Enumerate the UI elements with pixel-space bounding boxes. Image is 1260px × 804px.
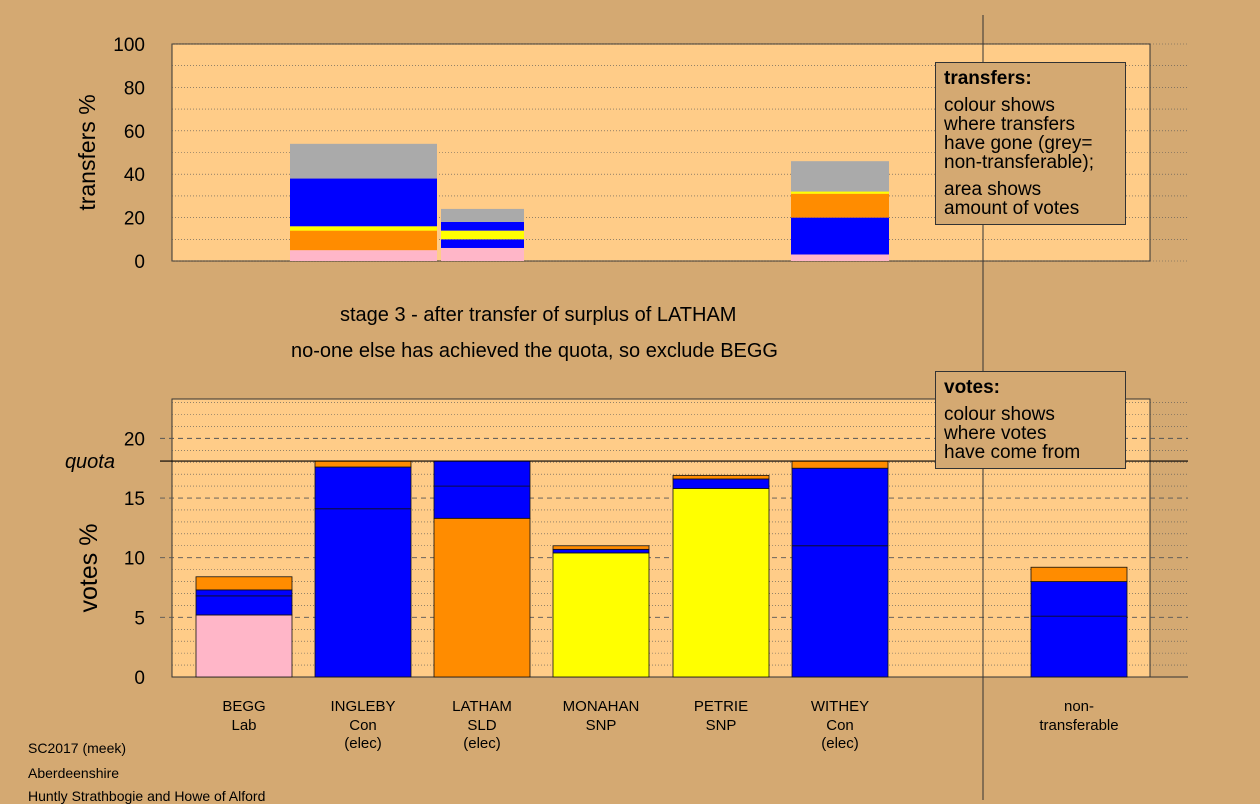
y-tick-label: 40 [124, 165, 145, 186]
y-tick-label: 10 [124, 549, 145, 570]
transfers-legend-line: area shows [944, 179, 1042, 200]
candidate-status-label: (elec) [463, 735, 501, 752]
footer-ward: Huntly Strathbogie and Howe of Alford [28, 788, 266, 804]
votes-legend-line: where votes [944, 423, 1047, 444]
transfer-segment [441, 247, 524, 261]
y-tick-label: 60 [124, 122, 145, 143]
transfer-segment [290, 178, 437, 227]
vote-segment [672, 478, 770, 489]
candidate-name-label: MONAHAN [563, 698, 640, 715]
candidate-name-label: PETRIE [694, 698, 748, 715]
vote-segment [314, 460, 412, 468]
transfers-legend-title: transfers: [944, 68, 1032, 89]
y-tick-label: 20 [124, 429, 145, 450]
transfers-legend-line: colour shows [944, 95, 1055, 116]
quota-label: quota [65, 451, 115, 473]
y-tick-label: 5 [134, 608, 145, 629]
candidate-name-label: non- [1064, 698, 1094, 715]
candidate-party-label: SNP [706, 717, 737, 734]
candidate-name-label: INGLEBY [330, 698, 395, 715]
transfer-segment [441, 208, 524, 222]
vote-segment [672, 474, 770, 480]
transfer-segment [791, 193, 889, 218]
vote-segment [195, 595, 293, 616]
vote-segment [433, 460, 531, 487]
vote-segment [791, 545, 889, 678]
candidate-party-label: transferable [1039, 717, 1118, 734]
footer-council: Aberdeenshire [28, 765, 120, 781]
candidate-party-label: SNP [586, 717, 617, 734]
candidate-name-label: LATHAM [452, 698, 512, 715]
vote-segment [314, 508, 412, 678]
vote-segment [433, 517, 531, 678]
transfers-legend-line: have gone (grey= [944, 133, 1093, 154]
vote-segment [195, 614, 293, 678]
candidate-status-label: (elec) [821, 735, 859, 752]
vote-segment [552, 552, 650, 678]
candidate-status-label: (elec) [344, 735, 382, 752]
y-tick-label: 100 [113, 35, 145, 56]
vote-segment [314, 466, 412, 510]
candidate-name-label: WITHEY [811, 698, 869, 715]
footer-election: SC2017 (meek) [28, 740, 127, 756]
vote-segment [1030, 566, 1128, 582]
transfers-legend-line: non-transferable); [944, 152, 1094, 173]
transfer-segment [290, 230, 437, 251]
transfer-segment [791, 191, 889, 194]
transfers-legend: transfers: colour shows where transfers … [935, 62, 1126, 225]
transfer-segment [441, 239, 524, 248]
stage-title: stage 3 - after transfer of surplus of L… [340, 304, 737, 326]
vote-segment [552, 545, 650, 550]
transfer-segment [441, 221, 524, 231]
vote-segment [433, 485, 531, 519]
transfer-segment [791, 254, 889, 261]
y-tick-label: 0 [134, 668, 145, 689]
transfer-segment [441, 230, 524, 240]
candidate-party-label: Con [349, 717, 377, 734]
transfer-segment [791, 217, 889, 255]
vote-segment [672, 488, 770, 678]
votes-legend: votes: colour shows where votes have com… [935, 371, 1126, 469]
y-tick-label: 0 [134, 252, 145, 273]
candidate-party-label: SLD [467, 717, 496, 734]
stage-note: no-one else has achieved the quota, so e… [291, 340, 778, 362]
vote-segment [1030, 615, 1128, 678]
transfer-segment [290, 250, 437, 261]
vote-segment [552, 548, 650, 554]
y-tick-label: 15 [124, 489, 145, 510]
transfers-legend-line: amount of votes [944, 198, 1080, 219]
vote-segment [195, 589, 293, 597]
y-axis-label: votes % [75, 524, 103, 613]
votes-legend-line: colour shows [944, 404, 1055, 425]
votes-legend-line: have come from [944, 442, 1081, 463]
transfer-segment [290, 226, 437, 231]
y-tick-label: 20 [124, 209, 145, 230]
transfer-segment [791, 161, 889, 192]
candidate-party-label: Lab [231, 717, 256, 734]
vote-segment [791, 467, 889, 547]
candidate-party-label: Con [826, 717, 854, 734]
vote-segment [791, 460, 889, 469]
y-tick-label: 80 [124, 78, 145, 99]
transfer-segment [290, 143, 437, 179]
votes-legend-title: votes: [944, 377, 1000, 398]
vote-segment [195, 576, 293, 591]
vote-segment [1030, 581, 1128, 617]
y-axis-label: transfers % [74, 94, 100, 210]
candidate-name-label: BEGG [222, 698, 265, 715]
transfers-legend-line: where transfers [944, 114, 1075, 135]
